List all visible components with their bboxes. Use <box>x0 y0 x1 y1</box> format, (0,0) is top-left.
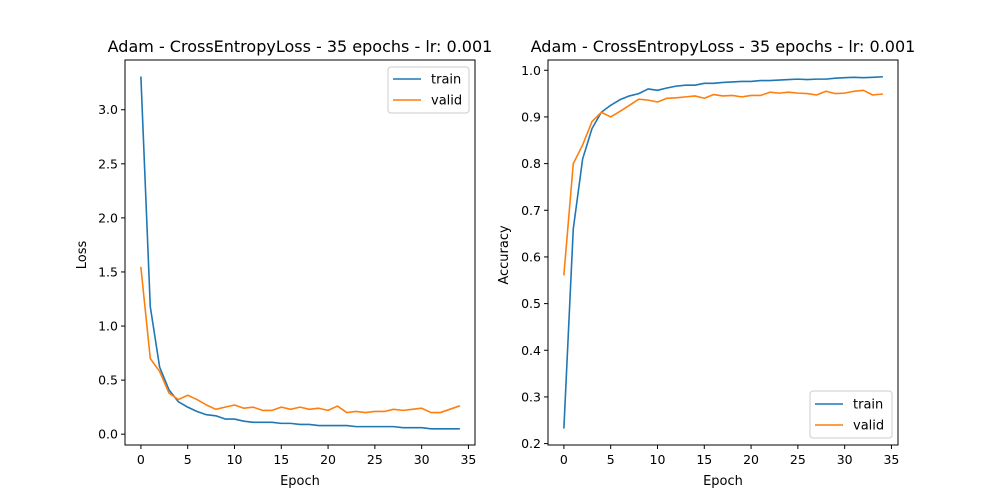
accuracy-chart: Adam - CrossEntropyLoss - 35 epochs - lr… <box>497 37 915 489</box>
loss-ytick-label: 1.0 <box>98 319 118 334</box>
accuracy-ytick-label: 0.5 <box>521 296 541 311</box>
loss-legend-valid-label: valid <box>431 94 462 109</box>
accuracy-legend-box <box>809 390 893 439</box>
loss-ytick-label: 0.5 <box>98 373 118 388</box>
loss-chart: Adam - CrossEntropyLoss - 35 epochs - lr… <box>75 37 492 489</box>
accuracy-chart-ylabel: Accuracy <box>497 225 512 285</box>
loss-ytick-label: 1.5 <box>98 264 118 279</box>
accuracy-train-line <box>563 75 883 429</box>
accuracy-ytick-label: 0.8 <box>521 156 541 171</box>
accuracy-valid-line <box>563 89 883 276</box>
accuracy-xtick-label: 5 <box>607 452 615 467</box>
accuracy-legend-valid-label: valid <box>853 419 884 434</box>
accuracy-legend-train-label: train <box>853 398 883 413</box>
accuracy-chart-xlabel: Epoch <box>703 474 743 489</box>
loss-xtick-label: 0 <box>137 452 145 467</box>
loss-chart-ylabel: Loss <box>75 241 90 270</box>
accuracy-chart-legend: train valid <box>809 390 893 439</box>
loss-train-line <box>140 76 460 430</box>
accuracy-ytick-label: 1.0 <box>521 63 541 78</box>
accuracy-xtick-label: 25 <box>790 452 806 467</box>
accuracy-ytick-label: 0.7 <box>521 203 541 218</box>
accuracy-chart-yticks: 0.2 0.3 0.4 0.5 0.6 0.7 0.8 0.9 1.0 <box>521 63 548 451</box>
loss-valid-line <box>140 266 461 414</box>
loss-xtick-label: 35 <box>460 452 476 467</box>
accuracy-xtick-label: 10 <box>650 452 666 467</box>
loss-ytick-label: 3.0 <box>98 102 118 117</box>
accuracy-xtick-label: 35 <box>883 452 899 467</box>
loss-xtick-label: 30 <box>414 452 430 467</box>
loss-xtick-label: 25 <box>367 452 383 467</box>
loss-chart-lines <box>140 76 461 430</box>
loss-chart-yticks: 0.0 0.5 1.0 1.5 2.0 2.5 3.0 <box>98 102 125 442</box>
accuracy-xtick-label: 30 <box>837 452 853 467</box>
loss-chart-xlabel: Epoch <box>280 474 320 489</box>
accuracy-xtick-label: 20 <box>743 452 759 467</box>
loss-xtick-label: 15 <box>273 452 289 467</box>
loss-chart-legend: train valid <box>387 66 470 114</box>
loss-chart-title: Adam - CrossEntropyLoss - 35 epochs - lr… <box>108 37 493 56</box>
accuracy-ytick-label: 0.2 <box>521 436 541 451</box>
accuracy-ytick-label: 0.9 <box>521 109 541 124</box>
loss-ytick-label: 0.0 <box>98 427 118 442</box>
loss-xtick-label: 5 <box>184 452 192 467</box>
loss-legend-train-label: train <box>431 73 461 88</box>
accuracy-chart-xticks: 0 5 10 15 20 25 30 35 <box>560 445 899 467</box>
accuracy-ytick-label: 0.3 <box>521 389 541 404</box>
accuracy-chart-title: Adam - CrossEntropyLoss - 35 epochs - lr… <box>531 37 916 56</box>
accuracy-xtick-label: 15 <box>696 452 712 467</box>
loss-ytick-label: 2.5 <box>98 156 118 171</box>
loss-xtick-label: 10 <box>227 452 243 467</box>
accuracy-ytick-label: 0.4 <box>521 343 541 358</box>
loss-xtick-label: 20 <box>320 452 336 467</box>
loss-chart-xticks: 0 5 10 15 20 25 30 35 <box>137 445 476 467</box>
loss-ytick-label: 2.0 <box>98 210 118 225</box>
loss-chart-frame <box>124 59 476 446</box>
accuracy-ytick-label: 0.6 <box>521 249 541 264</box>
accuracy-xtick-label: 0 <box>560 452 568 467</box>
accuracy-chart-frame <box>547 59 899 446</box>
accuracy-chart-lines <box>563 75 883 429</box>
